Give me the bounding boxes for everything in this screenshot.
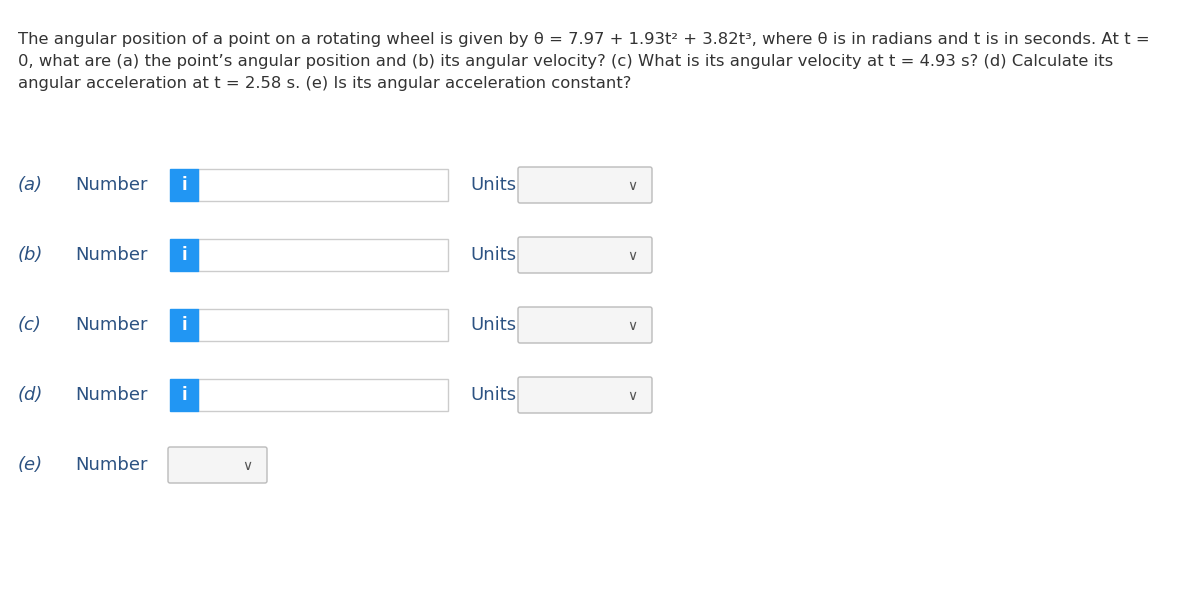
Text: ∨: ∨	[626, 389, 637, 403]
Text: (e): (e)	[18, 456, 43, 474]
FancyBboxPatch shape	[170, 309, 198, 341]
Text: ∨: ∨	[626, 319, 637, 333]
Text: The angular position of a point on a rotating wheel is given by θ = 7.97 + 1.93t: The angular position of a point on a rot…	[18, 32, 1150, 47]
FancyBboxPatch shape	[198, 239, 448, 271]
FancyBboxPatch shape	[198, 379, 448, 411]
Text: i: i	[181, 316, 187, 334]
Text: angular acceleration at t = 2.58 s. (e) Is its angular acceleration constant?: angular acceleration at t = 2.58 s. (e) …	[18, 76, 631, 91]
Text: Number: Number	[74, 246, 148, 264]
Text: Number: Number	[74, 316, 148, 334]
Text: ∨: ∨	[626, 179, 637, 193]
Text: Units: Units	[470, 246, 516, 264]
FancyBboxPatch shape	[170, 169, 198, 201]
Text: (d): (d)	[18, 386, 43, 404]
FancyBboxPatch shape	[518, 167, 652, 203]
Text: 0, what are (a) the point’s angular position and (b) its angular velocity? (c) W: 0, what are (a) the point’s angular posi…	[18, 54, 1114, 69]
Text: Number: Number	[74, 456, 148, 474]
Text: (b): (b)	[18, 246, 43, 264]
FancyBboxPatch shape	[518, 237, 652, 273]
FancyBboxPatch shape	[168, 447, 266, 483]
Text: i: i	[181, 176, 187, 194]
FancyBboxPatch shape	[198, 309, 448, 341]
Text: Number: Number	[74, 386, 148, 404]
Text: Units: Units	[470, 176, 516, 194]
Text: (a): (a)	[18, 176, 43, 194]
Text: i: i	[181, 246, 187, 264]
Text: ∨: ∨	[626, 249, 637, 263]
FancyBboxPatch shape	[518, 307, 652, 343]
Text: ∨: ∨	[242, 459, 252, 473]
Text: Units: Units	[470, 386, 516, 404]
Text: Units: Units	[470, 316, 516, 334]
Text: (c): (c)	[18, 316, 42, 334]
FancyBboxPatch shape	[198, 169, 448, 201]
Text: Number: Number	[74, 176, 148, 194]
FancyBboxPatch shape	[170, 239, 198, 271]
FancyBboxPatch shape	[518, 377, 652, 413]
Text: i: i	[181, 386, 187, 404]
FancyBboxPatch shape	[170, 379, 198, 411]
